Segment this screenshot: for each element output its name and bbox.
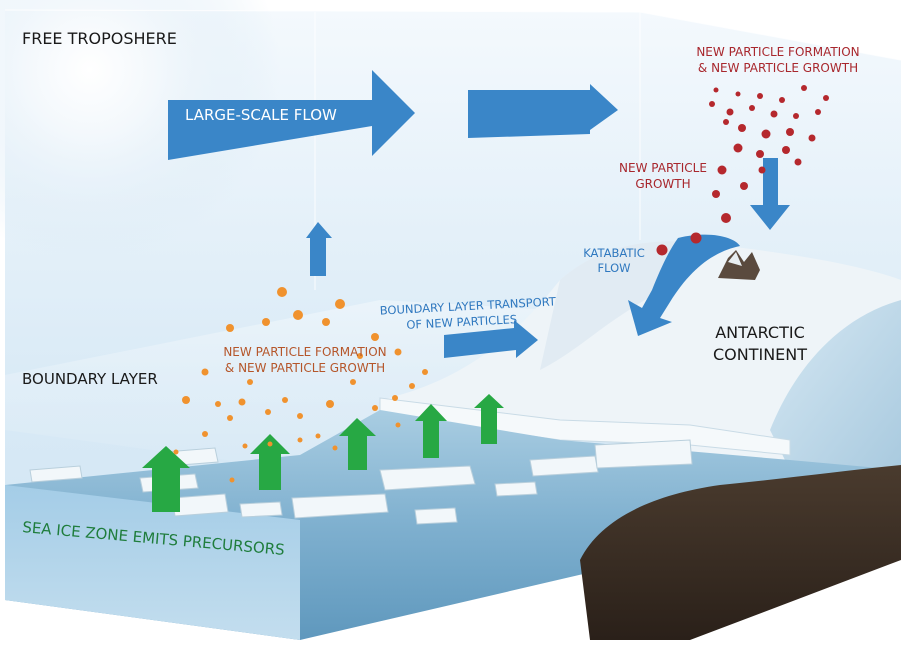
particle (758, 166, 766, 174)
particle (322, 318, 330, 326)
antarctic-continent (380, 241, 901, 470)
particle (357, 353, 363, 359)
particle (182, 396, 190, 404)
particle (757, 93, 763, 99)
large-scale-flow-arrow-2 (468, 84, 618, 138)
particle (335, 299, 345, 309)
particle (723, 119, 729, 125)
boundary-layer-particles (173, 287, 428, 483)
large-scale-flow-arrow-1 (168, 70, 415, 160)
particle (350, 379, 356, 385)
particle (808, 134, 816, 142)
free-troposphere-label: FREE TROPOSHERE (22, 29, 177, 48)
particle (690, 232, 702, 244)
particle (392, 395, 398, 401)
particle (215, 401, 221, 407)
glacier (770, 300, 901, 470)
npf-top-label-line2: & NEW PARTICLE GROWTH (698, 61, 858, 75)
particle (372, 405, 378, 411)
particle (297, 413, 303, 419)
sun-glow (0, 0, 280, 260)
particle (297, 437, 303, 443)
particle (815, 109, 821, 115)
green-up-arrow (250, 434, 290, 490)
new-particle-growth-label-line1: NEW PARTICLE (619, 161, 707, 175)
particle (282, 397, 288, 403)
particle (738, 124, 746, 132)
particle (717, 165, 727, 175)
boundary-layer-transport-arrow (444, 320, 538, 358)
katabatic-flow-label-line2: FLOW (597, 261, 630, 275)
green-up-arrow (339, 418, 376, 470)
particle (726, 108, 734, 116)
particle (735, 91, 741, 97)
particle (656, 244, 668, 256)
particle (371, 333, 379, 341)
particle (713, 87, 719, 93)
particle (242, 443, 248, 449)
particle (409, 383, 415, 389)
bl-transport-label-line2: OF NEW PARTICLES (406, 312, 517, 332)
particle (332, 445, 338, 451)
particle (238, 398, 246, 406)
updraft-arrow (306, 222, 332, 276)
particle (202, 431, 208, 437)
large-scale-flow-label: LARGE-SCALE FLOW (185, 106, 337, 124)
particle (227, 415, 233, 421)
particle (709, 101, 715, 107)
green-up-arrow (415, 404, 447, 458)
sea-front-face (5, 485, 300, 640)
rocky-coast (580, 465, 901, 640)
particle (721, 213, 731, 223)
boundary-layer-label: BOUNDARY LAYER (22, 370, 158, 388)
npf-top-label-line1: NEW PARTICLE FORMATION (696, 45, 859, 59)
npf-bl-label-line2: & NEW PARTICLE GROWTH (225, 361, 385, 375)
antarctic-continent-label-line2: CONTINENT (713, 345, 807, 364)
particle (786, 128, 794, 136)
particle (201, 368, 209, 376)
particle (262, 318, 270, 326)
descending-arrow (750, 158, 790, 230)
particle (315, 433, 321, 439)
particle (229, 477, 235, 483)
particle (733, 143, 743, 153)
particle (395, 422, 401, 428)
particle (226, 324, 234, 332)
particle (801, 85, 807, 91)
particle (779, 97, 785, 103)
katabatic-flow-arrow (628, 234, 740, 336)
particle (794, 158, 802, 166)
new-particle-growth-label-line2: GROWTH (635, 177, 690, 191)
particle (770, 110, 778, 118)
precursor-emission-arrows (142, 394, 504, 512)
particle (712, 190, 720, 198)
particle (761, 129, 771, 139)
particle (326, 400, 334, 408)
particle (740, 182, 748, 190)
particle (277, 287, 287, 297)
green-up-arrow (474, 394, 504, 444)
free-troposphere-particles (656, 85, 829, 256)
particle (247, 379, 253, 385)
particle (173, 449, 179, 455)
particle (293, 310, 303, 320)
particle (823, 95, 829, 101)
particle (782, 146, 790, 154)
particle (756, 150, 764, 158)
antarctic-continent-label-line1: ANTARCTIC (715, 323, 805, 342)
particle (265, 409, 271, 415)
particle (422, 369, 428, 375)
particle (749, 105, 755, 111)
particle (793, 113, 799, 119)
npf-bl-label-line1: NEW PARTICLE FORMATION (223, 345, 386, 359)
katabatic-flow-label-line1: KATABATIC (583, 246, 645, 260)
green-up-arrow (142, 446, 190, 512)
particle (394, 348, 402, 356)
particle (267, 441, 273, 447)
